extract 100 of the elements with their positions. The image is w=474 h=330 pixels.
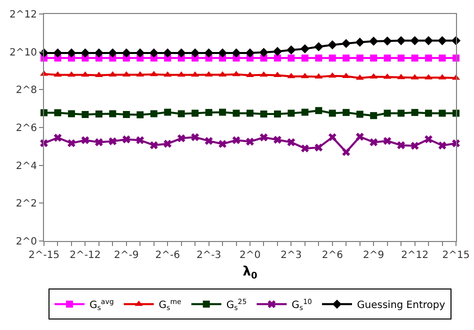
y-tick-label: 2^8	[16, 85, 37, 96]
point	[218, 48, 228, 58]
point	[300, 44, 310, 54]
point	[259, 48, 268, 57]
y-tick-label: 2^12	[10, 10, 37, 20]
point	[150, 141, 158, 150]
point	[328, 72, 336, 78]
point	[301, 108, 308, 116]
point	[150, 110, 158, 118]
point	[342, 148, 350, 156]
point	[66, 48, 76, 58]
point	[95, 110, 102, 118]
x-axis-title: λ$_{0}$	[242, 264, 258, 282]
point	[80, 48, 90, 58]
point	[54, 109, 62, 116]
point	[356, 74, 364, 80]
point	[219, 108, 226, 116]
point	[398, 54, 405, 62]
point	[246, 138, 254, 146]
point	[232, 110, 240, 117]
point	[438, 142, 446, 150]
point	[274, 54, 281, 62]
point	[315, 107, 322, 114]
y-tick-label: 2^0	[16, 236, 37, 248]
point	[260, 133, 268, 142]
point	[190, 48, 200, 58]
point	[384, 110, 391, 117]
x-tick-label: 2^6	[322, 250, 343, 261]
point	[370, 138, 378, 146]
point	[81, 136, 90, 144]
point	[122, 48, 131, 58]
point	[122, 135, 130, 144]
point	[314, 144, 323, 152]
point	[177, 71, 186, 77]
point	[300, 144, 309, 152]
point	[287, 138, 296, 146]
point	[328, 133, 336, 142]
point	[397, 74, 406, 80]
point	[301, 54, 308, 62]
point	[164, 140, 172, 148]
point	[176, 48, 186, 58]
x-tick-label: 2^15	[442, 250, 470, 261]
point	[300, 72, 309, 78]
point	[232, 136, 240, 144]
point	[411, 108, 418, 116]
point	[54, 134, 62, 142]
point	[122, 111, 130, 118]
point	[204, 136, 213, 145]
point	[383, 136, 392, 145]
point	[370, 54, 378, 62]
point	[218, 140, 226, 148]
x-tick-label: 2^-15	[28, 250, 60, 261]
point	[286, 45, 296, 54]
point	[68, 110, 75, 118]
point	[192, 110, 199, 117]
y-tick-label: 2^6	[16, 123, 37, 134]
x-tick-label: 2^12	[401, 250, 429, 261]
y-tick-label: 2^10	[10, 47, 37, 58]
point	[369, 36, 378, 46]
x-tick-label: 2^3	[280, 250, 302, 261]
point	[163, 48, 172, 58]
point	[245, 48, 255, 58]
point	[398, 110, 405, 117]
point	[260, 110, 268, 118]
point	[355, 38, 364, 47]
point	[424, 36, 434, 46]
point	[94, 48, 104, 58]
point	[54, 71, 62, 77]
point	[410, 142, 419, 150]
point	[136, 48, 145, 58]
point	[315, 54, 322, 62]
x-tick-label: 2^0	[239, 250, 261, 261]
point	[424, 135, 432, 144]
point	[272, 46, 282, 56]
point	[94, 138, 103, 146]
point	[274, 110, 281, 118]
point	[274, 136, 282, 144]
x-tick-label: 2^-12	[70, 250, 101, 261]
point	[328, 40, 337, 50]
point	[191, 133, 200, 142]
point	[410, 36, 420, 46]
point	[149, 48, 158, 58]
point	[342, 38, 351, 48]
point	[288, 54, 295, 62]
point	[246, 110, 254, 117]
point	[136, 136, 144, 144]
legend-label: Guessing Entropy	[357, 300, 446, 312]
point	[232, 70, 240, 76]
point	[438, 54, 446, 62]
point	[191, 71, 200, 77]
point	[177, 134, 186, 142]
point	[382, 36, 392, 46]
point	[94, 72, 103, 78]
point	[204, 48, 214, 58]
point	[356, 132, 364, 141]
point	[425, 54, 432, 62]
point	[328, 110, 336, 117]
point	[356, 54, 364, 62]
point	[108, 48, 118, 58]
point	[314, 42, 324, 52]
